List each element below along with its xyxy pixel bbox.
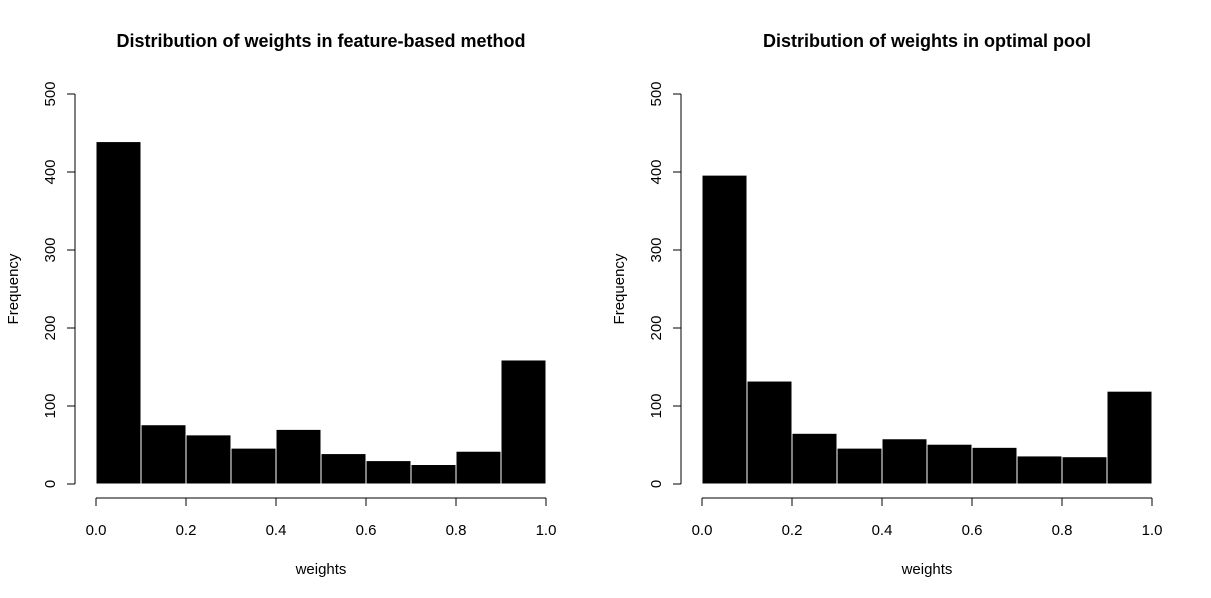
x-axis: 0.0 0.2 0.4 0.6 0.8 1.0 (86, 497, 557, 539)
x-tick-label: 0.8 (446, 522, 467, 539)
y-tick-label: 300 (648, 237, 665, 262)
histogram-bar (140, 424, 187, 485)
histogram-bar (455, 450, 502, 485)
x-tick-label: 0.0 (86, 522, 107, 539)
histogram-bar (500, 359, 547, 485)
chart-left: Distribution of weights in feature-based… (5, 31, 557, 578)
x-axis-label: weights (901, 561, 953, 578)
y-axis-label: Frequency (611, 253, 628, 324)
histogram-bar (95, 141, 142, 485)
chart-right: Distribution of weights in optimal pool … (611, 31, 1163, 578)
y-tick-label: 200 (42, 315, 59, 340)
y-axis: 0 100 200 300 400 500 (42, 81, 76, 488)
x-tick-label: 0.6 (962, 522, 983, 539)
y-tick-label: 100 (648, 393, 665, 418)
y-tick-label: 200 (648, 315, 665, 340)
histogram-bar (926, 443, 973, 485)
histogram-bar (1016, 455, 1063, 485)
x-tick-label: 0.2 (782, 522, 803, 539)
histogram-bar (746, 380, 793, 485)
x-tick-label: 0.4 (872, 522, 893, 539)
histogram-bar (410, 464, 457, 485)
histogram-bar (836, 447, 883, 485)
x-tick-label: 0.8 (1052, 522, 1073, 539)
histogram-bar (185, 434, 232, 485)
y-axis: 0 100 200 300 400 500 (648, 81, 682, 488)
y-tick-label: 0 (42, 480, 59, 488)
y-tick-label: 300 (42, 237, 59, 262)
histogram-bar (1061, 456, 1108, 485)
y-tick-label: 500 (42, 81, 59, 106)
histogram-bar (275, 428, 322, 485)
y-tick-label: 400 (648, 159, 665, 184)
histogram-bar (701, 174, 748, 485)
chart-title: Distribution of weights in optimal pool (763, 31, 1091, 51)
bars (701, 174, 1153, 485)
histogram-panel-left: Distribution of weights in feature-based… (0, 0, 605, 598)
x-tick-label: 0.2 (176, 522, 197, 539)
x-axis: 0.0 0.2 0.4 0.6 0.8 1.0 (692, 497, 1163, 539)
y-tick-label: 400 (42, 159, 59, 184)
histogram-bar (320, 453, 367, 485)
histogram-bar (230, 447, 277, 485)
histogram-bar (791, 432, 838, 485)
histogram-bar (971, 446, 1018, 485)
histogram-bar (1106, 390, 1153, 485)
chart-title: Distribution of weights in feature-based… (116, 31, 525, 51)
x-tick-label: 1.0 (1142, 522, 1163, 539)
histogram-bar (365, 460, 412, 485)
bars (95, 141, 547, 485)
x-axis-label: weights (295, 561, 347, 578)
y-tick-label: 0 (648, 480, 665, 488)
x-tick-label: 0.0 (692, 522, 713, 539)
x-tick-label: 0.6 (356, 522, 377, 539)
x-tick-label: 1.0 (536, 522, 557, 539)
histogram-bar (881, 438, 928, 485)
y-axis-label: Frequency (5, 253, 22, 324)
histogram-panel-right: Distribution of weights in optimal pool … (606, 0, 1211, 598)
y-tick-label: 100 (42, 393, 59, 418)
y-tick-label: 500 (648, 81, 665, 106)
x-tick-label: 0.4 (266, 522, 287, 539)
